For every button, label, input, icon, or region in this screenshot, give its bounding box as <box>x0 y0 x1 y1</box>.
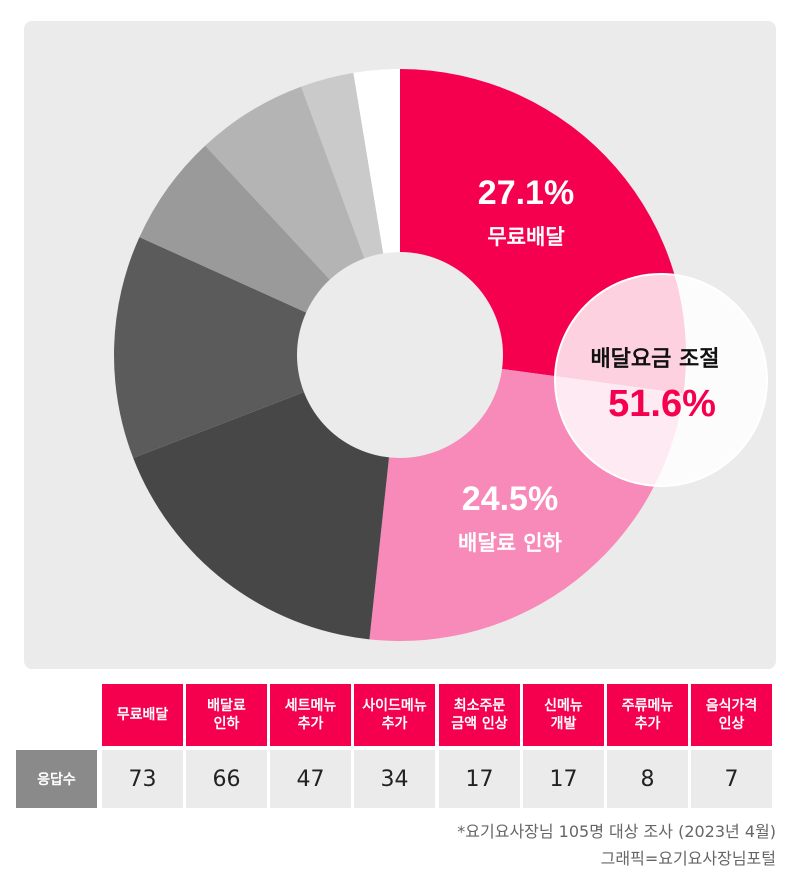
donut-hole <box>297 252 503 458</box>
callout-value: 51.6% <box>608 383 716 425</box>
table-header: 배달료 인하 <box>186 684 267 746</box>
table-header: 사이드메뉴 추가 <box>354 684 435 746</box>
table-header: 주류메뉴 추가 <box>607 684 688 746</box>
footnote-credit: 그래픽=요기요사장님포털 <box>600 849 776 868</box>
table-cell: 7 <box>691 750 772 808</box>
slice-label-percent-free-delivery: 27.1% <box>478 174 574 212</box>
donut-chart: 27.1% 무료배달 24.5% 배달료 인하 배달요금 조절 51.6% <box>114 69 768 641</box>
callout-circle <box>554 273 768 487</box>
table-cell: 66 <box>186 750 267 808</box>
pie-slice <box>114 237 400 458</box>
footnote-survey: *요기요사장님 105명 대상 조사 (2023년 4월) <box>457 822 776 841</box>
table-header: 세트메뉴 추가 <box>270 684 351 746</box>
slice-label-name-free-delivery: 무료배달 <box>487 225 564 249</box>
table-cell: 17 <box>439 750 520 808</box>
table-row-label: 응답수 <box>16 750 97 808</box>
table-cell: 47 <box>270 750 351 808</box>
table-cell: 34 <box>354 750 435 808</box>
table-cell: 17 <box>523 750 604 808</box>
table-cell: 73 <box>102 750 183 808</box>
table-header: 최소주문 금액 인상 <box>439 684 520 746</box>
footnote: *요기요사장님 105명 대상 조사 (2023년 4월) 그래픽=요기요사장님… <box>457 818 776 872</box>
slice-label-name-fee-cut: 배달료 인하 <box>458 531 563 555</box>
slice-label-percent-fee-cut: 24.5% <box>462 480 558 518</box>
callout-title: 배달요금 조절 <box>590 347 719 372</box>
table-cell: 8 <box>607 750 688 808</box>
table-header: 무료배달 <box>102 684 183 746</box>
table-header: 신메뉴 개발 <box>523 684 604 746</box>
table-header: 음식가격 인상 <box>691 684 772 746</box>
